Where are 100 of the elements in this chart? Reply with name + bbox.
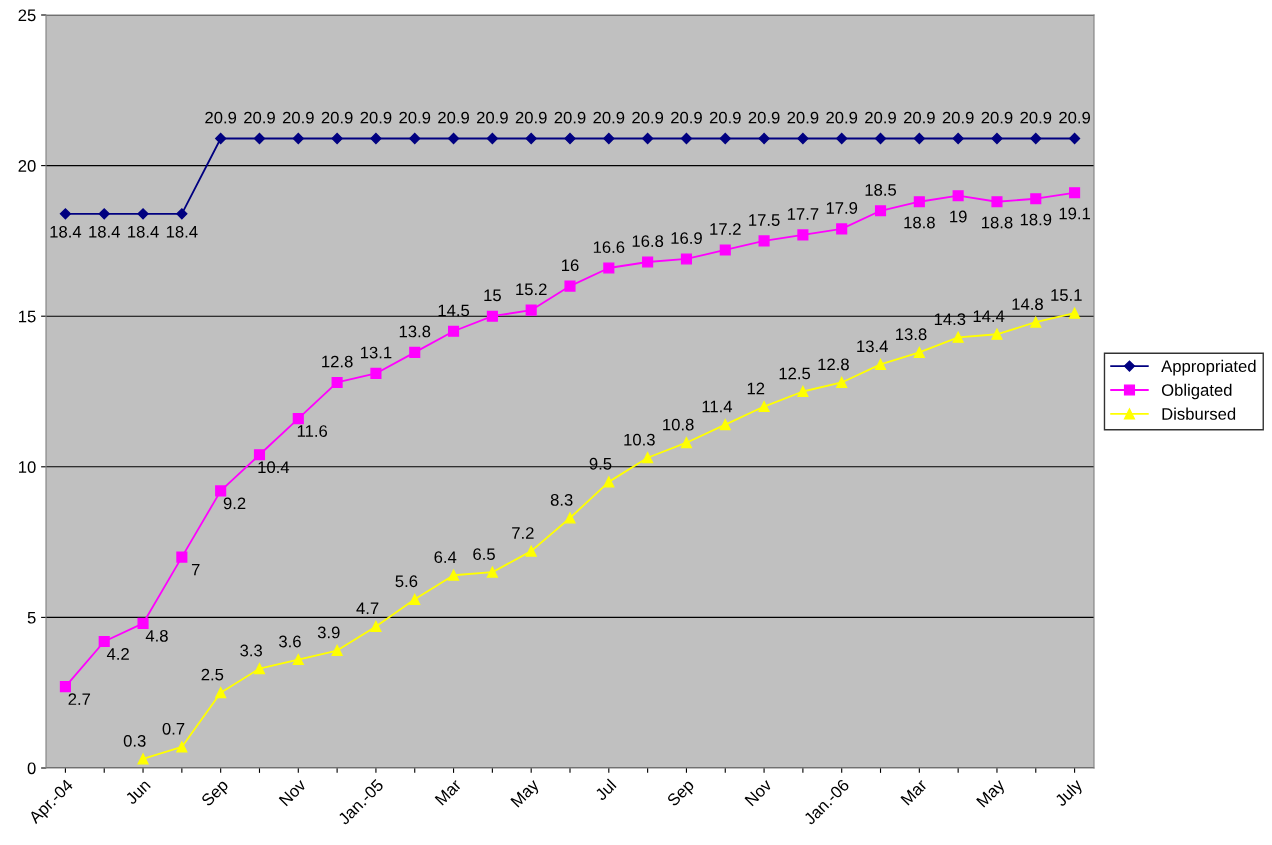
data-label: 10.3 (624, 433, 655, 446)
data-label: 19.1 (1059, 207, 1090, 220)
legend-label: Disbursed (1162, 407, 1236, 420)
data-label: 16.8 (632, 235, 664, 248)
x-tick-label: Jun (124, 778, 151, 806)
data-label: 9.2 (223, 497, 246, 510)
data-label: 13.8 (896, 328, 927, 341)
point (991, 132, 1003, 145)
point (486, 566, 498, 578)
data-label: 20.9 (593, 111, 625, 124)
point (991, 328, 1003, 340)
data-label: 20.9 (205, 111, 237, 124)
data-label: 15.2 (516, 283, 547, 296)
point (215, 132, 227, 145)
data-label: 18.9 (1020, 213, 1052, 226)
x-tick-label: Mar (434, 778, 463, 806)
data-label: 20.9 (748, 111, 780, 124)
data-label: 12.8 (818, 358, 849, 371)
point (253, 449, 266, 461)
point (447, 325, 460, 337)
data-label: 12 (747, 382, 765, 395)
data-label: 3.9 (317, 626, 340, 639)
x-tick-label: May (976, 778, 1008, 810)
point (1068, 132, 1081, 145)
data-label: 15 (484, 289, 501, 302)
data-label: 14.5 (438, 304, 470, 317)
point (525, 304, 537, 316)
point (680, 253, 693, 265)
point (1030, 316, 1042, 328)
data-label: 4.2 (106, 648, 129, 660)
point (952, 331, 964, 343)
y-tick-label: 25 (18, 9, 36, 22)
point (253, 663, 266, 675)
point (215, 485, 227, 497)
data-label: 18.4 (166, 225, 198, 238)
data-label: 20.9 (981, 111, 1013, 124)
point (719, 132, 731, 145)
point (642, 452, 654, 464)
point (564, 280, 576, 292)
point (836, 132, 848, 145)
data-label: 18.8 (904, 216, 935, 229)
data-label: 20.9 (515, 111, 547, 124)
point (525, 132, 537, 145)
data-label: 18.8 (982, 216, 1013, 229)
point (758, 401, 770, 413)
data-label: 11.4 (702, 400, 733, 413)
data-label: 19 (950, 210, 967, 223)
data-label: 11.6 (297, 425, 328, 437)
point (642, 256, 654, 268)
x-tick-label: Sep (200, 778, 232, 810)
data-label: 20.9 (865, 111, 896, 124)
data-label: 4.7 (356, 602, 379, 615)
point (137, 753, 149, 765)
data-label: 7 (191, 563, 200, 576)
data-label: 20.9 (632, 111, 664, 124)
point (486, 132, 498, 145)
x-tick-label: Sep (666, 778, 697, 810)
data-label: 0.3 (123, 734, 146, 747)
point (292, 413, 304, 425)
data-label: 17.9 (826, 202, 858, 214)
point (874, 358, 887, 370)
data-label: 20.9 (282, 111, 314, 124)
point (991, 196, 1003, 208)
data-label: 15.1 (1051, 289, 1082, 301)
point (874, 132, 887, 145)
data-label: 18.4 (128, 225, 159, 238)
data-label: 5.6 (395, 575, 418, 588)
data-label: 13.4 (857, 340, 888, 353)
point (1030, 132, 1042, 145)
point (253, 132, 266, 145)
point (215, 687, 227, 699)
point (370, 620, 382, 632)
y-tick-label: 20 (18, 160, 36, 172)
legend-label: Appropriated (1161, 359, 1256, 376)
data-label: 20.9 (942, 111, 974, 124)
data-label: 7.2 (512, 527, 534, 539)
data-label: 13.8 (399, 325, 431, 338)
point (331, 376, 343, 389)
data-label: 13.1 (360, 346, 392, 359)
data-label: 20.9 (709, 111, 741, 124)
data-label: 2.5 (201, 668, 224, 681)
point (913, 196, 925, 208)
x-tick-label: Nov (744, 778, 773, 807)
data-label: 8.3 (550, 494, 573, 506)
data-label: 17.2 (710, 223, 741, 235)
data-label: 20.9 (1020, 111, 1052, 124)
data-label: 20.9 (321, 111, 353, 124)
point (952, 132, 964, 145)
point (409, 593, 421, 605)
y-tick-label: 0 (27, 762, 36, 775)
x-tick-label: Nov (278, 778, 307, 807)
point (874, 205, 887, 217)
legend-label: Obligated (1161, 383, 1232, 400)
point (292, 654, 304, 666)
point (836, 223, 848, 235)
point (719, 244, 731, 256)
data-label: 18.5 (865, 184, 897, 196)
point (603, 132, 615, 145)
data-label: 18.4 (50, 225, 82, 238)
data-label: 20.9 (360, 111, 392, 124)
